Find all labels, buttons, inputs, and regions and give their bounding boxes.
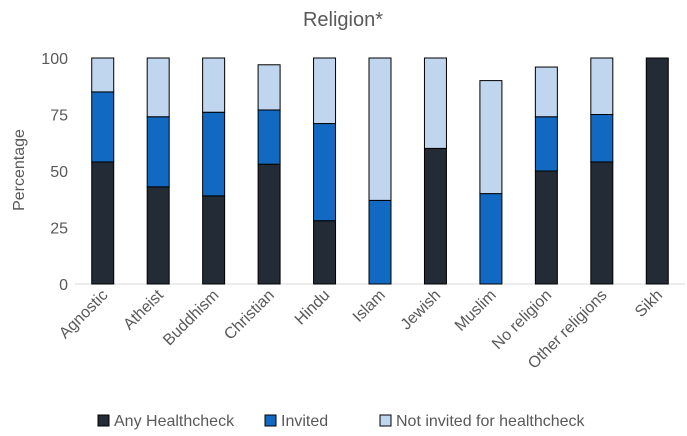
x-tick-label: Sikh: [632, 287, 666, 321]
bar-segment: [91, 91, 115, 163]
legend-swatch: [97, 414, 110, 427]
bar-segment: [91, 57, 115, 93]
bar-segment: [479, 193, 503, 285]
bar-segment: [202, 111, 226, 197]
bar-segment: [423, 147, 447, 285]
x-tick-label: Buddhism: [160, 287, 222, 349]
bar-segment: [368, 199, 392, 285]
legend-swatch: [264, 414, 277, 427]
y-tick-label: 100: [41, 51, 68, 68]
bars: [91, 57, 669, 285]
x-tick-label: Islam: [350, 287, 389, 326]
legend-label: Invited: [281, 413, 328, 430]
bar-segment: [146, 186, 170, 285]
bar-segment: [257, 163, 281, 285]
x-tick-label: Muslim: [452, 287, 500, 335]
y-axis-label: Percentage: [11, 129, 28, 211]
bar-segment: [257, 109, 281, 165]
bar-segment: [590, 161, 614, 285]
bar-segment: [313, 57, 337, 125]
bar-segment: [257, 64, 281, 111]
bar-segment: [202, 195, 226, 285]
bar-segment: [534, 66, 558, 118]
x-tick-label: Jewish: [398, 287, 445, 334]
legend: Any Healthcheck Invited Not invited for he…: [97, 413, 586, 430]
bar-segment: [645, 57, 669, 285]
y-tick-label: 25: [50, 221, 68, 238]
legend-swatch: [379, 414, 392, 427]
y-tick-label: 75: [50, 108, 68, 125]
x-tick-label: Atheist: [120, 286, 167, 333]
bar-segment: [146, 116, 170, 188]
x-tick-label: Agnostic: [56, 287, 111, 342]
legend-label: Not invited for healthcheck: [396, 413, 586, 430]
x-tick-label: Hindu: [292, 287, 334, 329]
legend-label: Any Healthcheck: [114, 413, 235, 430]
y-tick-label: 0: [59, 277, 68, 294]
bar-segment: [534, 170, 558, 285]
bar-segment: [479, 80, 503, 195]
bar-segment: [368, 57, 392, 201]
bar-segment: [534, 116, 558, 172]
bar-segment: [91, 161, 115, 285]
y-ticks: 0 25 50 75 100: [41, 51, 68, 294]
bar-segment: [313, 123, 337, 222]
y-tick-label: 50: [50, 164, 68, 181]
bar-segment: [423, 57, 447, 149]
bar-segment: [146, 57, 170, 118]
bar-segment: [313, 220, 337, 285]
x-tick-label: Christian: [221, 287, 278, 344]
bar-segment: [590, 114, 614, 163]
bar-segment: [590, 57, 614, 115]
chart-title: Religion*: [303, 9, 383, 31]
bar-segment: [202, 57, 226, 113]
